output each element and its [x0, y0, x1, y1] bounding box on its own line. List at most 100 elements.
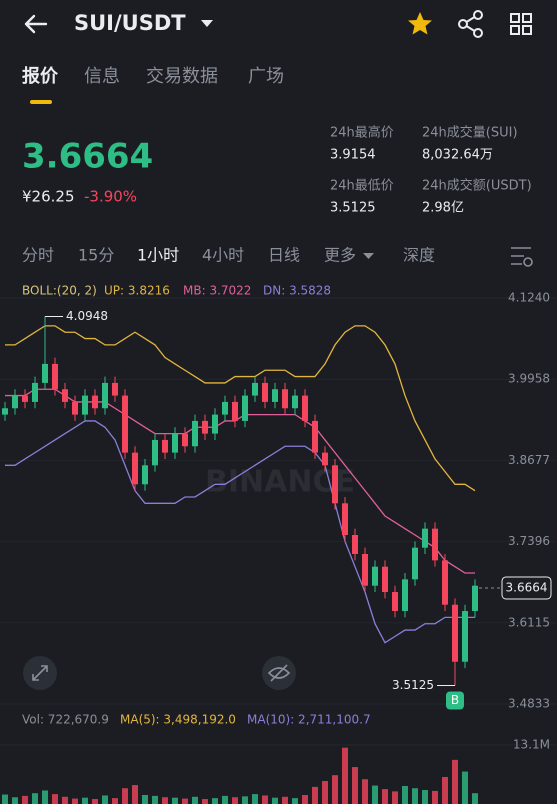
- candle-body: [322, 452, 328, 466]
- y-tick-label: 3.7396: [508, 534, 550, 548]
- volume-bar: [352, 767, 358, 804]
- volume-tick-label: 13.1M: [513, 738, 550, 752]
- volume-bar: [282, 796, 288, 804]
- volume-bar: [442, 776, 448, 804]
- volume-bar: [292, 798, 298, 804]
- volume-bar: [112, 798, 118, 804]
- volume-bar: [462, 771, 468, 804]
- price-change: -3.90%: [84, 188, 137, 206]
- volume-bar: [332, 775, 338, 804]
- volume-bar: [202, 799, 208, 804]
- tab[interactable]: 报价: [22, 65, 59, 87]
- candle-body: [242, 395, 248, 421]
- volume-bar: [242, 796, 248, 804]
- volume-bar: [302, 794, 308, 804]
- volume-bar: [122, 788, 128, 804]
- grid-menu[interactable]: [510, 13, 532, 35]
- timeframe[interactable]: 4小时: [202, 246, 244, 265]
- pair-dropdown[interactable]: [201, 20, 213, 27]
- more-dropdown[interactable]: [363, 253, 374, 259]
- volume-bar: [222, 795, 228, 804]
- volume-bar: [252, 794, 258, 804]
- stat-value: 3.5125: [330, 201, 376, 216]
- stat-label: 24h成交量(SUI): [422, 125, 518, 141]
- candle-body: [152, 439, 158, 466]
- candle-body: [392, 592, 398, 612]
- candle-body: [182, 433, 188, 447]
- volume-bar: [392, 791, 398, 804]
- candle-body: [22, 395, 28, 402]
- stat-label: 24h最高价: [330, 125, 394, 141]
- volume-bar: [402, 785, 408, 804]
- timeframe[interactable]: 更多: [324, 246, 356, 265]
- candle-body: [72, 401, 78, 415]
- timeframe[interactable]: 分时: [22, 246, 54, 265]
- back-button[interactable]: [24, 14, 48, 34]
- min-label: 3.5125: [392, 678, 434, 692]
- tab-indicator: [30, 100, 52, 104]
- candle-body: [362, 554, 368, 586]
- fullscreen-button[interactable]: [23, 656, 57, 690]
- tab[interactable]: 广场: [248, 66, 284, 87]
- candle-body: [232, 401, 238, 421]
- y-tick-label: 3.9958: [508, 372, 550, 386]
- candle-body: [332, 465, 338, 504]
- candle-body: [142, 465, 148, 485]
- last-price-box: [501, 576, 552, 600]
- favorite-star[interactable]: [408, 12, 432, 35]
- buy-marker: B: [451, 693, 459, 707]
- volume-bar: [62, 796, 68, 804]
- candle-body: [2, 408, 8, 415]
- volume-bar: [232, 797, 238, 804]
- timeframe[interactable]: 日线: [268, 246, 300, 265]
- candle-body: [282, 389, 288, 409]
- stat-label: 24h最低价: [330, 179, 394, 194]
- volume-bar: [322, 781, 328, 804]
- candle-body: [132, 452, 138, 485]
- volume-bar: [82, 797, 88, 804]
- volume-label: Vol: 722,670.9: [22, 713, 109, 727]
- volume-bar: [362, 779, 368, 804]
- boll-line: [5, 325, 476, 492]
- volume-bar: [42, 790, 48, 804]
- candle-body: [252, 382, 258, 396]
- tab[interactable]: 信息: [84, 66, 120, 87]
- pair-title[interactable]: SUI/USDT: [74, 11, 186, 35]
- timeframe[interactable]: 1小时: [137, 246, 179, 265]
- candle-body: [102, 382, 108, 409]
- timeframe[interactable]: 15分: [78, 246, 114, 265]
- volume-bar: [92, 799, 98, 804]
- candle-body: [292, 395, 298, 409]
- candle-body: [202, 420, 208, 434]
- tab[interactable]: 交易数据: [146, 66, 218, 87]
- candle-body: [412, 547, 418, 580]
- candle-body: [312, 420, 318, 453]
- volume-bar: [452, 759, 458, 804]
- candle-body: [52, 363, 58, 390]
- candle-body: [402, 579, 408, 612]
- candle-body: [472, 585, 478, 612]
- volume-bar: [342, 747, 348, 804]
- timeframe[interactable]: 深度: [403, 246, 435, 265]
- volume-bar: [412, 788, 418, 804]
- candle-body: [32, 382, 38, 402]
- volume-bar: [212, 798, 218, 804]
- last-price-label: 3.6664: [506, 580, 548, 594]
- volume-bar: [72, 798, 78, 804]
- buy-marker-bg: [446, 691, 464, 710]
- candle-body: [342, 503, 348, 535]
- stat-value: 8,032.64万: [422, 148, 493, 163]
- volume-bar: [312, 786, 318, 804]
- candle-body: [272, 389, 278, 402]
- candle-body: [92, 395, 98, 409]
- hide-button[interactable]: [262, 656, 296, 690]
- volume-bar: [142, 794, 148, 804]
- indicator-mb: MB: 3.7022: [183, 284, 251, 298]
- share-button[interactable]: [458, 10, 483, 38]
- max-label: 4.0948: [66, 309, 108, 323]
- volume-ma10: MA(10): 2,711,100.7: [247, 713, 371, 727]
- chart-settings[interactable]: [511, 247, 533, 267]
- volume-bar: [432, 790, 438, 804]
- stat-value: 3.9154: [330, 148, 376, 163]
